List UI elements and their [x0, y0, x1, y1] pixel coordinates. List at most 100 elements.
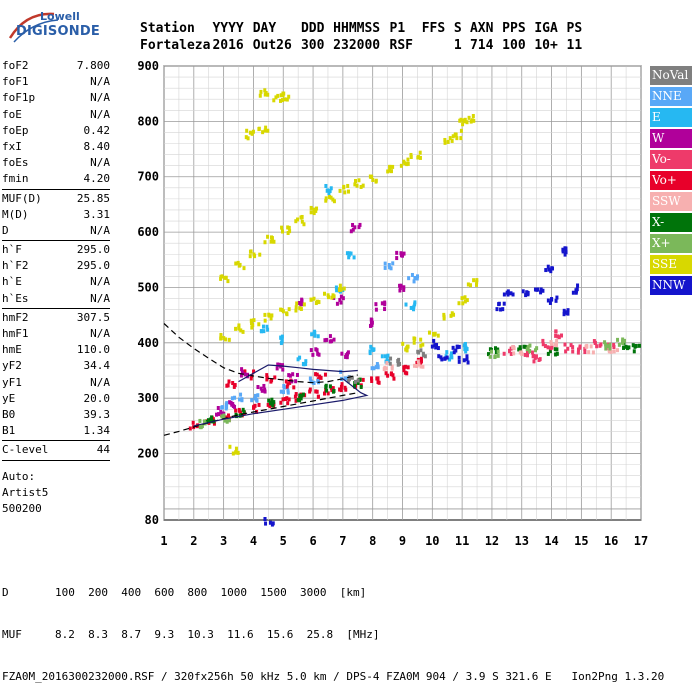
echo-point — [358, 377, 362, 382]
param-divider — [2, 307, 110, 309]
echo-point — [273, 375, 277, 380]
param-name: M(D) — [2, 207, 29, 221]
echo-point — [454, 348, 458, 353]
echo-point — [248, 130, 252, 135]
echo-point — [237, 407, 241, 412]
echo-point — [341, 296, 345, 301]
echo-point — [497, 301, 501, 306]
echo-point — [308, 387, 312, 392]
echo-point — [285, 97, 289, 102]
echo-point — [338, 188, 342, 193]
param-value: 0.42 — [83, 123, 111, 137]
echo-point — [286, 388, 290, 393]
echo-point — [279, 98, 283, 103]
echo-point — [390, 364, 394, 369]
echo-point — [236, 260, 240, 265]
echo-point — [412, 279, 416, 284]
echo-point — [259, 89, 263, 94]
param-name: B0 — [2, 407, 16, 421]
param-value: 295.0 — [76, 243, 110, 257]
echo-point — [526, 292, 530, 297]
param-name: fxI — [2, 139, 22, 153]
header-cell: IGA — [534, 21, 558, 36]
y-tick-label: 400 — [137, 336, 159, 350]
param-divider — [2, 440, 110, 442]
echo-point — [279, 307, 283, 312]
echo-point — [430, 344, 434, 349]
echo-point — [329, 339, 333, 344]
echo-point — [209, 419, 213, 424]
header-cell: PPS — [502, 21, 526, 36]
echo-point — [439, 355, 443, 360]
echo-point — [325, 188, 329, 193]
echo-point — [525, 347, 529, 352]
param-row: B1 1.34 — [2, 423, 110, 439]
echo-point — [215, 412, 219, 417]
echo-point — [435, 342, 439, 347]
echo-point — [270, 378, 274, 383]
x-tick-label: 7 — [339, 534, 346, 548]
param-row: hmF2 307.5 — [2, 310, 110, 326]
echo-point — [318, 374, 322, 379]
header-cell: 1 — [453, 38, 462, 53]
echo-point — [407, 276, 411, 281]
x-tick-label: 6 — [309, 534, 316, 548]
echo-point — [383, 261, 387, 266]
echo-point — [525, 290, 529, 295]
echo-point — [471, 113, 475, 118]
echo-point — [566, 308, 570, 313]
echo-point — [233, 404, 237, 409]
echo-point — [314, 389, 318, 394]
echo-point — [502, 292, 506, 297]
echo-point — [315, 348, 319, 353]
echo-point — [314, 372, 318, 377]
param-row: fmin 4.20 — [2, 171, 110, 187]
echo-point — [563, 342, 567, 347]
echo-point — [246, 372, 250, 377]
echo-point — [239, 373, 243, 378]
echo-point — [234, 408, 238, 413]
echo-point — [383, 302, 387, 307]
echo-point — [376, 365, 380, 370]
echo-point — [374, 179, 378, 184]
echo-point — [517, 347, 521, 352]
echo-point — [621, 339, 625, 344]
echo-point — [488, 354, 492, 359]
echo-point — [608, 342, 612, 347]
echo-point — [316, 334, 320, 339]
echo-point — [263, 128, 267, 133]
echo-point — [622, 345, 626, 350]
echo-point — [281, 229, 285, 234]
echo-point — [352, 255, 356, 260]
echo-point — [555, 351, 559, 356]
echo-point — [227, 379, 231, 384]
echo-point — [384, 371, 388, 376]
echo-point — [353, 225, 357, 230]
echo-point — [459, 128, 463, 133]
echo-point — [287, 225, 291, 230]
echo-point — [243, 369, 247, 374]
echo-point — [328, 384, 332, 389]
echo-point — [528, 348, 532, 353]
echo-point — [496, 347, 500, 352]
echo-point — [386, 353, 390, 358]
echo-point — [353, 384, 357, 389]
param-divider — [2, 459, 110, 461]
echo-point — [531, 354, 535, 359]
echo-point — [253, 393, 257, 398]
echo-point — [595, 344, 599, 349]
param-name: foF1 — [2, 75, 29, 89]
param-name: D — [2, 223, 9, 237]
echo-point — [282, 385, 286, 390]
x-tick-label: 17 — [634, 534, 648, 548]
echo-point — [604, 342, 608, 347]
echo-point — [239, 328, 243, 333]
legend-item: Vo+ — [650, 171, 692, 190]
echo-point — [442, 314, 446, 319]
param-value: 4.20 — [83, 172, 111, 186]
echo-point — [248, 254, 252, 259]
file-info: FZA0M_2016300232000.RSF / 320fx256h 50 k… — [2, 670, 665, 683]
echo-point — [356, 378, 360, 383]
echo-point — [299, 215, 303, 220]
header-cell: PS — [566, 21, 583, 36]
